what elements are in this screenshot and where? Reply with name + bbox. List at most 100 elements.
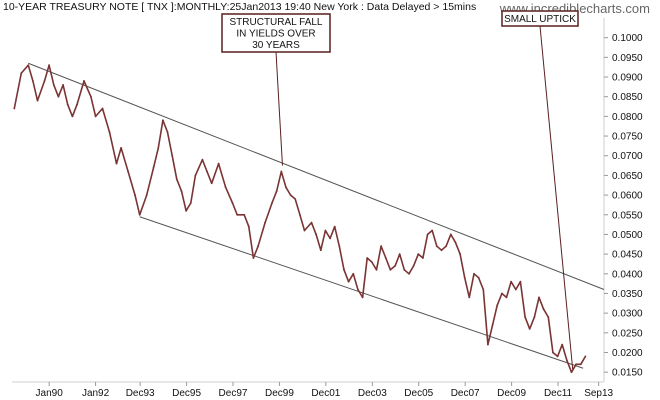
chart-header-title: 10-YEAR TREASURY NOTE [ TNX ]:MONTHLY:25… bbox=[3, 1, 477, 13]
yield-data-point bbox=[519, 280, 522, 283]
yield-data-point bbox=[501, 292, 503, 295]
yield-data-point bbox=[426, 233, 429, 236]
yield-data-point bbox=[556, 355, 559, 358]
small-uptick-callout-box bbox=[501, 10, 579, 27]
y-tick-label: 0.0550 bbox=[612, 210, 643, 221]
yield-data-point bbox=[52, 84, 55, 86]
y-tick-label: 0.0800 bbox=[612, 112, 643, 123]
y-tick-label: 0.0350 bbox=[612, 289, 643, 300]
yield-data-point bbox=[257, 245, 259, 248]
yield-data-point bbox=[463, 276, 466, 279]
yield-data-point bbox=[435, 245, 438, 248]
yield-data-point bbox=[206, 170, 208, 173]
x-tick-label: Dec09 bbox=[497, 388, 526, 399]
yield-data-point bbox=[275, 190, 278, 193]
yield-data-point bbox=[570, 371, 573, 374]
yield-data-point bbox=[477, 276, 480, 279]
yield-data-point bbox=[505, 296, 508, 299]
yield-data-point bbox=[271, 202, 273, 204]
yield-data-point bbox=[338, 245, 341, 248]
structural-fall-callout-text: IN YIELDS OVER bbox=[236, 29, 315, 40]
yield-data-point bbox=[185, 209, 188, 212]
yield-data-point bbox=[343, 268, 345, 271]
yield-data-point bbox=[171, 154, 174, 157]
yield-data-point bbox=[333, 225, 336, 228]
yield-data-point bbox=[352, 272, 355, 275]
x-tick-label: Dec97 bbox=[219, 388, 248, 399]
yield-data-point bbox=[422, 257, 424, 259]
lower-channel-line bbox=[139, 216, 584, 369]
yield-data-point bbox=[32, 80, 34, 82]
yield-data-point bbox=[62, 84, 64, 86]
yield-data-point bbox=[566, 359, 568, 362]
y-tick-label: 0.0250 bbox=[612, 328, 643, 339]
structural-fall-callout-text: 30 YEARS bbox=[252, 40, 300, 51]
yield-data-point bbox=[496, 304, 499, 307]
yield-data-point bbox=[201, 158, 204, 161]
y-tick-label: 0.0700 bbox=[612, 151, 643, 162]
yield-data-point bbox=[120, 147, 122, 149]
y-tick-label: 0.0950 bbox=[612, 53, 643, 64]
y-tick-label: 0.0600 bbox=[612, 191, 643, 202]
y-tick-label: 0.0650 bbox=[612, 171, 643, 182]
yield-data-point bbox=[524, 316, 526, 318]
x-tick-label: Jan90 bbox=[36, 388, 64, 399]
x-tick-label: Dec05 bbox=[404, 388, 433, 399]
yield-data-point bbox=[224, 186, 227, 189]
yield-data-point bbox=[90, 95, 92, 98]
yield-data-point bbox=[294, 198, 297, 200]
yield-data-point bbox=[389, 268, 392, 271]
yield-data-point bbox=[134, 194, 136, 197]
yield-data-point bbox=[370, 261, 373, 263]
yield-data-point bbox=[473, 272, 475, 275]
yield-data-point bbox=[162, 119, 164, 122]
y-tick-label: 0.0900 bbox=[612, 73, 643, 84]
x-tick-label: Dec03 bbox=[358, 388, 387, 399]
yield-data-point bbox=[71, 115, 74, 118]
yield-data-point bbox=[36, 99, 39, 102]
yield-data-point bbox=[487, 343, 489, 346]
yield-data-point bbox=[127, 170, 129, 173]
yield-data-point bbox=[145, 194, 148, 197]
yield-data-point bbox=[20, 72, 23, 74]
yield-data-point bbox=[384, 257, 387, 259]
yield-data-point bbox=[319, 249, 322, 252]
yield-data-point bbox=[27, 64, 30, 67]
yield-data-point bbox=[417, 253, 420, 256]
y-tick-label: 0.0850 bbox=[612, 92, 643, 103]
yield-data-point bbox=[152, 166, 155, 169]
y-tick-label: 0.0200 bbox=[612, 348, 643, 359]
yield-data-point bbox=[210, 182, 213, 185]
upper-channel-line bbox=[28, 62, 605, 290]
yield-data-point bbox=[66, 103, 69, 106]
yield-data-point bbox=[459, 253, 461, 256]
yield-data-point bbox=[166, 131, 169, 134]
yield-data-point bbox=[303, 229, 306, 232]
y-tick-label: 0.0150 bbox=[612, 368, 643, 379]
yield-data-point bbox=[575, 363, 577, 366]
x-tick-label: Dec01 bbox=[311, 388, 340, 399]
yield-data-point bbox=[542, 308, 545, 311]
y-tick-label: 0.0500 bbox=[612, 230, 643, 241]
yield-data-point bbox=[510, 280, 512, 283]
yield-data-point bbox=[431, 229, 434, 232]
yield-data-point bbox=[454, 241, 457, 244]
x-tick-label: Dec07 bbox=[451, 388, 480, 399]
x-tick-label: Dec99 bbox=[265, 388, 294, 399]
yield-data-point bbox=[408, 272, 410, 275]
yield-data-point bbox=[231, 202, 234, 204]
yield-data-point bbox=[189, 202, 192, 204]
yield-data-point bbox=[157, 147, 160, 149]
yield-data-point bbox=[366, 257, 369, 259]
small-uptick-callout-text: SMALL UPTICK bbox=[504, 14, 576, 25]
yield-data-point bbox=[310, 221, 313, 224]
yield-data-point bbox=[533, 316, 536, 318]
structural-fall-callout-pointer bbox=[275, 51, 283, 166]
y-tick-label: 0.0400 bbox=[612, 269, 643, 280]
yield-data-point bbox=[398, 253, 401, 256]
yield-data-point bbox=[175, 178, 178, 181]
x-tick-label: Sep13 bbox=[584, 388, 613, 399]
yield-data-point bbox=[289, 194, 292, 197]
x-tick-label: Dec11 bbox=[544, 388, 573, 399]
